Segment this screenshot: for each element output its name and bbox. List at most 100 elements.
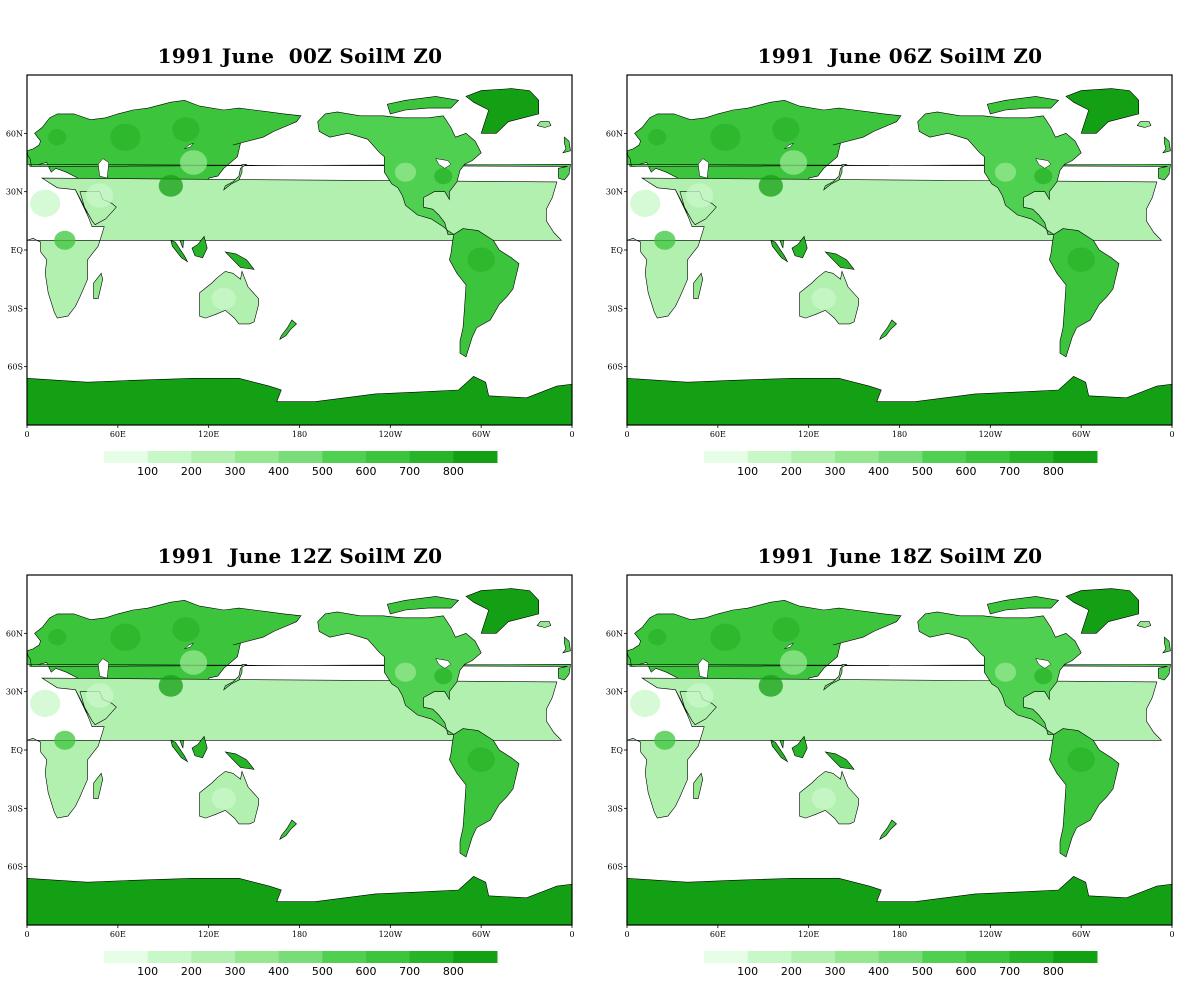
colorbar-label: 600 [356, 465, 377, 478]
landmass-arctic-islands [386, 596, 460, 615]
moisture-patch [30, 689, 61, 717]
landmass-new-guinea [824, 751, 855, 770]
colorbar-swatch [147, 451, 192, 463]
moisture-patch [158, 674, 183, 697]
colorbar-swatch [878, 451, 923, 463]
lake [97, 158, 110, 179]
moisture-patch [811, 287, 836, 310]
moisture-patch [630, 689, 661, 717]
colorbar-swatch [747, 451, 792, 463]
moisture-patch [1067, 247, 1095, 272]
lake [697, 658, 710, 679]
moisture-patch [686, 183, 714, 208]
lon-tick-label: 60E [710, 930, 726, 939]
moisture-patch [1034, 667, 1053, 685]
landmass-britain [1162, 636, 1171, 654]
moisture-patch [779, 650, 808, 675]
landmass-greenland [1065, 588, 1140, 634]
colorbar-label: 400 [268, 465, 289, 478]
colorbar-swatch [104, 451, 149, 463]
colorbar-label: 200 [181, 965, 202, 978]
colorbar-label: 300 [225, 465, 246, 478]
colorbar-swatch [366, 451, 411, 463]
colorbar-swatch [366, 951, 411, 963]
moisture-patch [994, 162, 1017, 182]
colorbar-label: 600 [956, 965, 977, 978]
landmass-sumatra [170, 239, 189, 263]
lat-tick-label: 60N [6, 629, 23, 638]
moisture-patch [1034, 167, 1053, 185]
lon-tick-label: 60W [1072, 930, 1091, 939]
moisture-patch [211, 787, 236, 810]
lat-tick-label: 60S [7, 363, 23, 372]
colorbar-label: 500 [312, 965, 333, 978]
map-area: 0 60E 120E 180 120W 60W 0 60N 30N EQ 30S 60S [606, 74, 1175, 439]
map-area: 0 60E 120E 180 120W 60W 0 60N 30N EQ 30S 60S [6, 74, 575, 439]
landmass-japan [223, 664, 248, 691]
landmass-new-zealand [879, 319, 897, 341]
landmass-greenland [465, 588, 540, 634]
colorbar-label: 300 [825, 965, 846, 978]
lat-tick-label: 30N [606, 688, 623, 697]
moisture-patch [394, 162, 417, 182]
moisture-patch [86, 683, 114, 708]
moisture-patch [158, 174, 183, 197]
colorbar-label: 700 [399, 465, 420, 478]
colorbar-swatch [453, 951, 498, 963]
colorbar-label: 200 [181, 465, 202, 478]
colorbar-label: 300 [225, 965, 246, 978]
lake [1035, 658, 1052, 669]
lat-tick-label: 60N [606, 129, 623, 138]
landmass-antarctica [26, 876, 573, 926]
moisture-patch [1067, 747, 1095, 772]
lat-tick-label: 30N [6, 188, 23, 197]
panel-06z: 1991 June 06Z SoilM Z0 0 60E 120E 180 120W 60… [600, 0, 1200, 500]
colorbar-swatch [1053, 451, 1098, 463]
colorbar-swatch [453, 451, 498, 463]
colorbar-swatch [1009, 451, 1054, 463]
landmass-new-guinea [824, 251, 855, 270]
lon-tick-label: 60E [110, 430, 126, 439]
colorbar-swatch [835, 951, 880, 963]
map-area: 0 60E 120E 180 120W 60W 0 60N 30N EQ 30S 60S [606, 574, 1175, 939]
colorbar-swatch [1053, 951, 1098, 963]
colorbar: 100 200 300 400 500 600 700 800 [104, 951, 498, 978]
colorbar-swatch [747, 951, 792, 963]
colorbar-swatch [1009, 951, 1054, 963]
lat-tick-label: 60S [7, 863, 23, 872]
lake [784, 642, 794, 650]
moisture-patch [994, 662, 1017, 682]
colorbar-label: 600 [356, 965, 377, 978]
colorbar-swatch [791, 451, 836, 463]
lon-tick-label: 0 [569, 930, 574, 939]
landmass-new-zealand [879, 819, 897, 841]
colorbar-swatch [235, 951, 280, 963]
landmass-new-guinea [224, 251, 255, 270]
panel-title: 1991 June 06Z SoilM Z0 [757, 44, 1043, 68]
lon-tick-label: 120E [798, 930, 819, 939]
lon-tick-label: 0 [24, 930, 29, 939]
colorbar-label: 800 [443, 465, 464, 478]
lat-tick-label: 30S [607, 804, 623, 813]
landmass-japan [823, 164, 848, 191]
lon-tick-label: 120W [379, 930, 403, 939]
panel-title: 1991 June 12Z SoilM Z0 [157, 544, 443, 568]
colorbar-swatch [322, 451, 367, 463]
landmass-new-zealand [279, 319, 297, 341]
colorbar-label: 100 [737, 465, 758, 478]
lon-tick-label: 120W [379, 430, 403, 439]
landmass-sumatra [170, 739, 189, 763]
panel-12z: 1991 June 12Z SoilM Z0 0 60E 120E 180 120W 60… [0, 500, 600, 1000]
moisture-patch [686, 683, 714, 708]
moisture-patch [710, 123, 741, 151]
lat-tick-label: 60N [6, 129, 23, 138]
landmass-madagascar [693, 272, 704, 299]
moisture-patch [648, 129, 667, 146]
moisture-patch [110, 123, 141, 151]
panel-18z: 1991 June 18Z SoilM Z0 0 60E 120E 180 120W 60… [600, 500, 1200, 1000]
colorbar-swatch [704, 451, 749, 463]
lat-tick-label: 30S [7, 304, 23, 313]
moisture-patch [179, 650, 208, 675]
lon-tick-label: 120E [198, 430, 219, 439]
lake [184, 642, 194, 650]
